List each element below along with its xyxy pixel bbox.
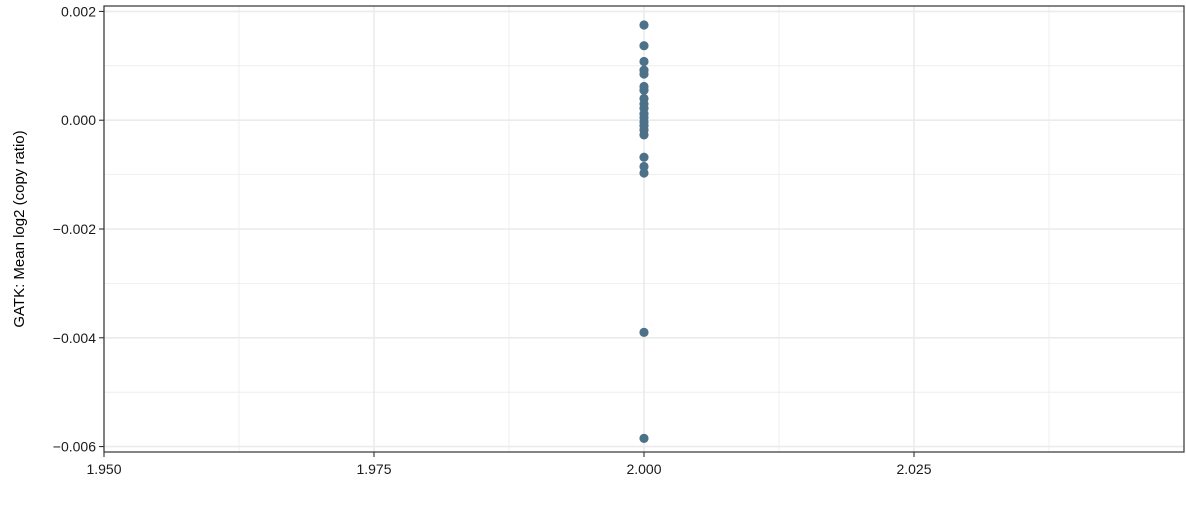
data-point: [639, 161, 649, 172]
y-tick-label: 0.000: [61, 112, 96, 128]
data-point: [639, 433, 649, 444]
x-tick-label: 1.975: [356, 461, 391, 477]
data-points: [639, 20, 649, 444]
data-point: [639, 20, 649, 30]
data-point: [639, 168, 649, 178]
y-tick-label: −0.004: [53, 330, 96, 346]
x-tick-label: 1.950: [86, 461, 121, 477]
x-tick-label: 2.025: [896, 461, 931, 477]
y-tick-label: −0.006: [53, 439, 96, 455]
data-point: [639, 85, 649, 95]
y-tick-label: 0.002: [61, 3, 96, 19]
y-tick-label: −0.002: [53, 221, 96, 237]
y-axis: −0.006 −0.004 −0.002 0.000 0.002: [53, 3, 104, 455]
data-point: [639, 327, 649, 337]
data-point: [639, 41, 649, 51]
x-axis: 1.950 1.975 2.000 2.025: [86, 452, 932, 477]
x-tick-label: 2.000: [626, 461, 661, 477]
data-point: [639, 56, 649, 67]
data-point: [639, 69, 649, 79]
data-point: [639, 130, 649, 140]
y-axis-title: GATK: Mean log2 (copy ratio): [11, 130, 28, 327]
data-point: [639, 152, 649, 162]
